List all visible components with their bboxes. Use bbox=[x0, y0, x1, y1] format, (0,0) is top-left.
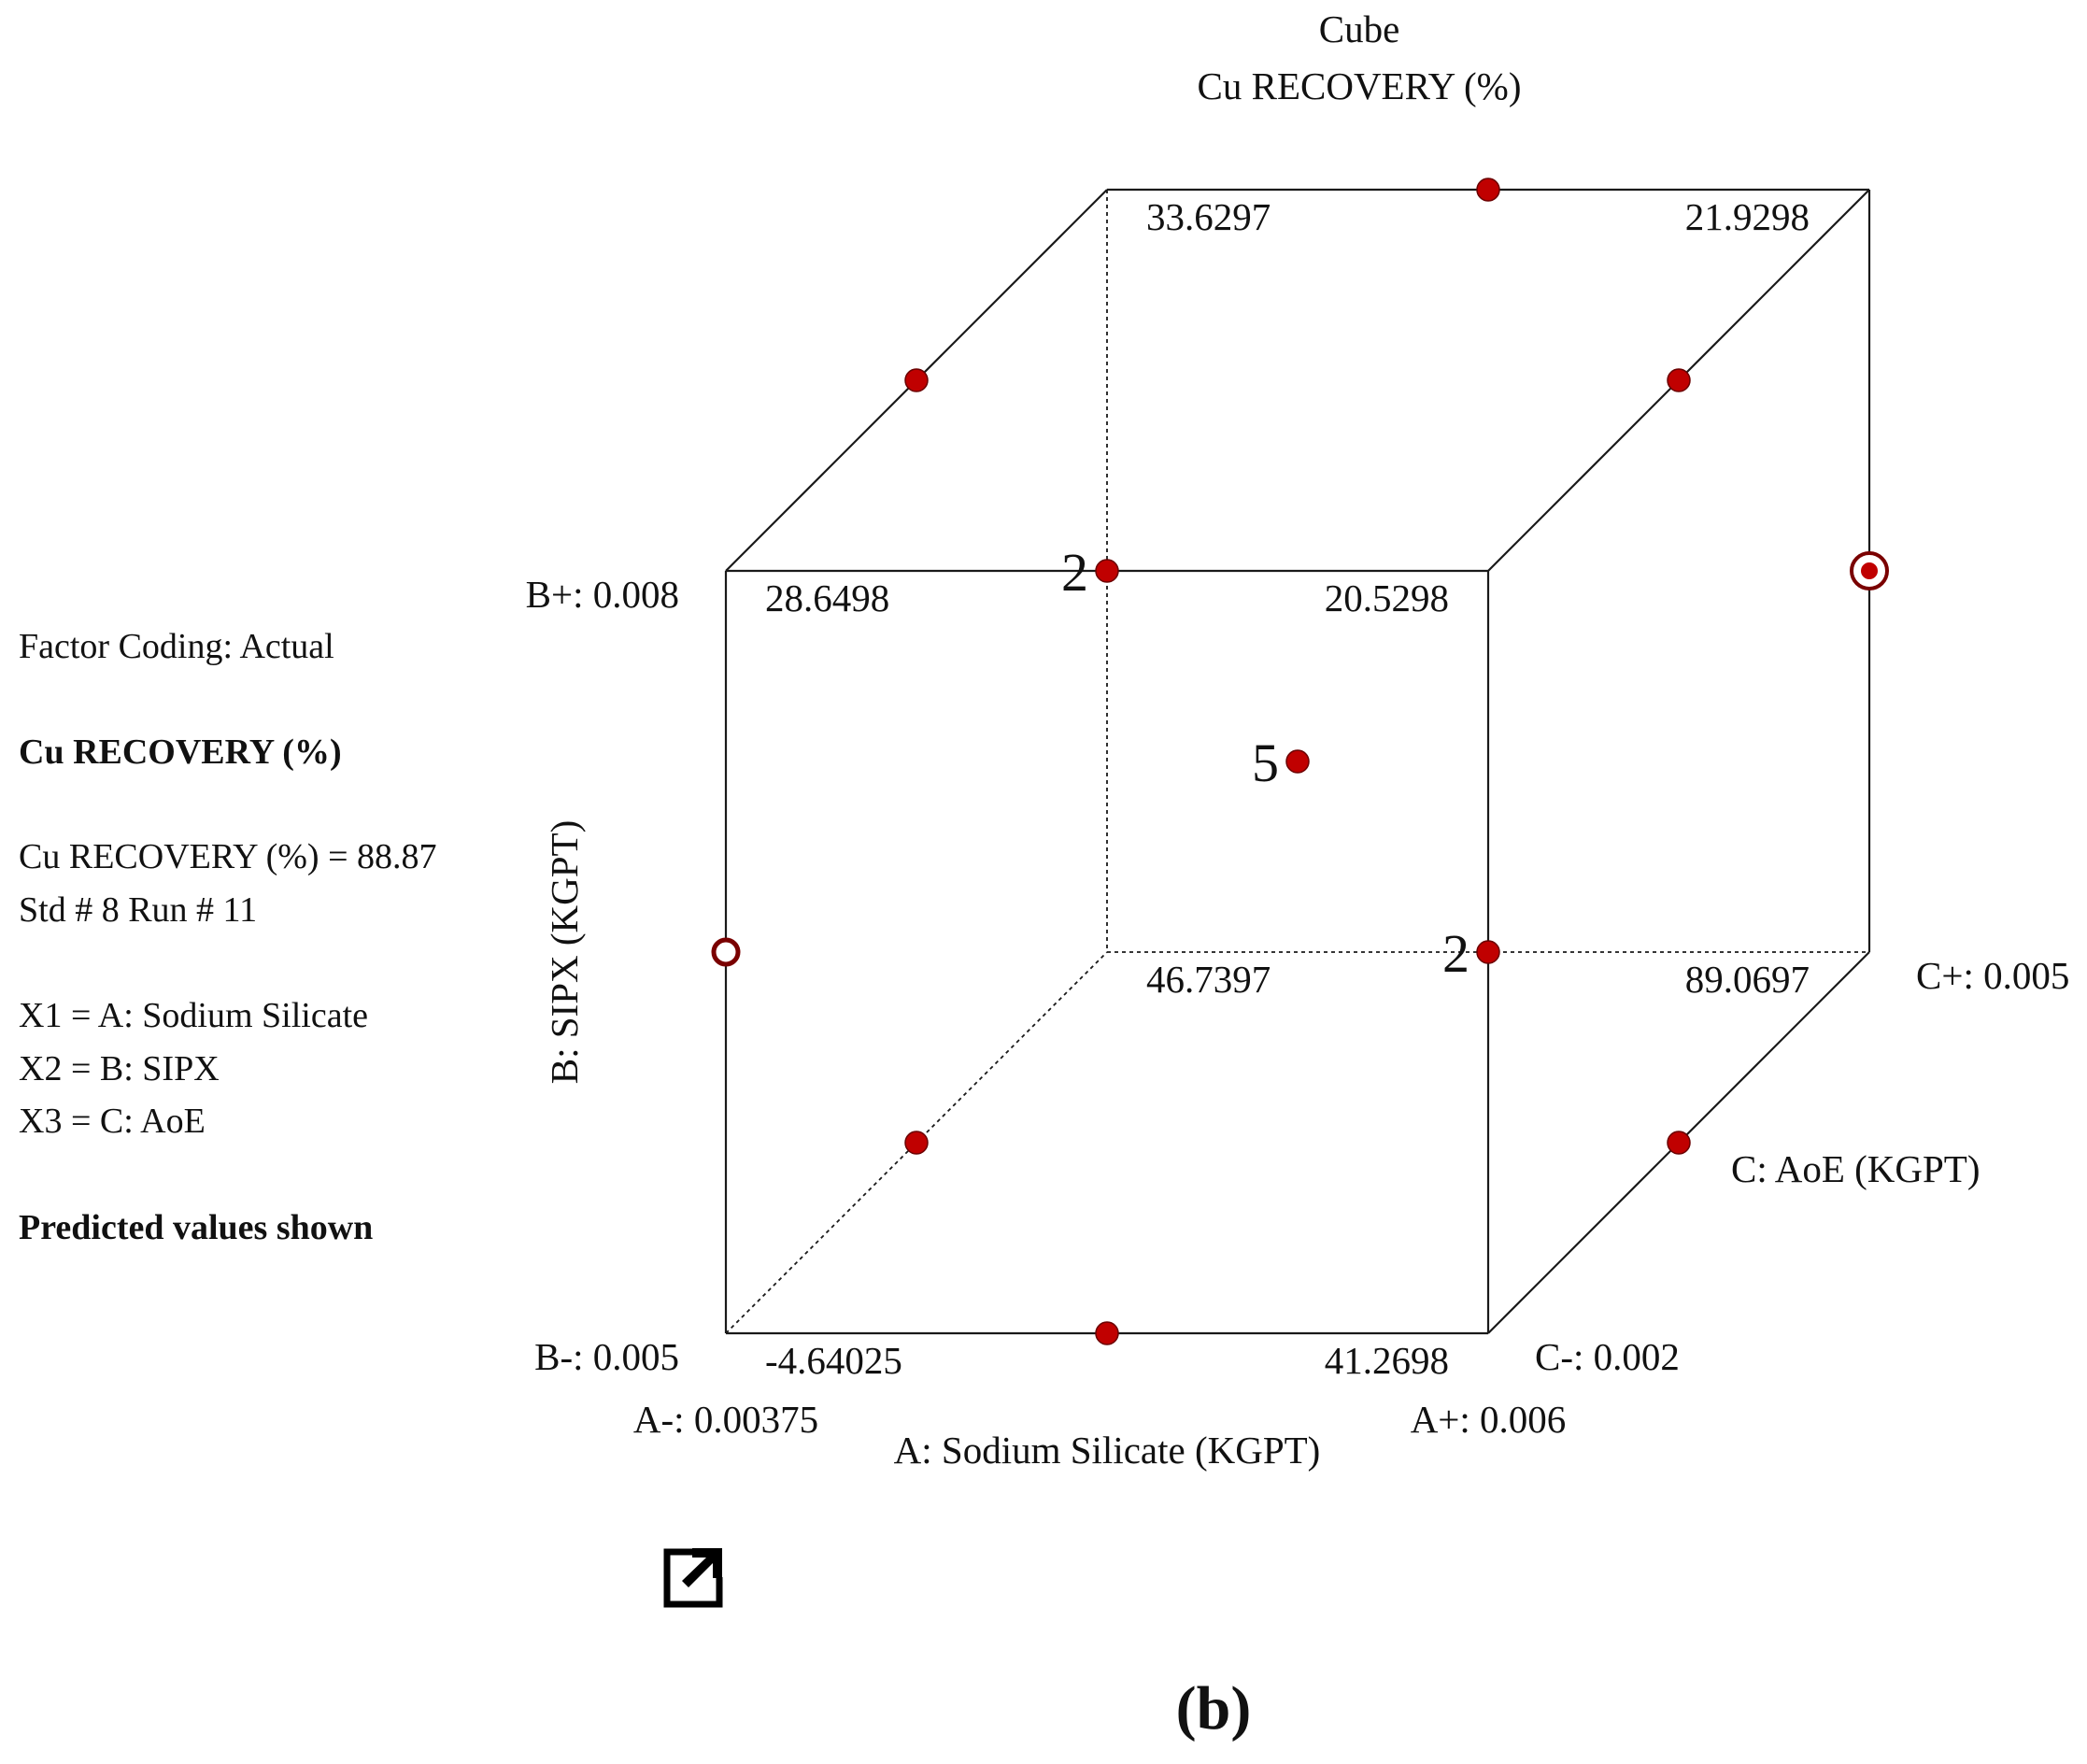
predicted-values-label: Predicted values shown bbox=[19, 1208, 373, 1247]
design-point-A0-B1-C1 bbox=[1476, 178, 1500, 202]
figure-caption: (b) bbox=[1176, 1674, 1252, 1743]
a-high-label: A+: 0.006 bbox=[1411, 1398, 1567, 1441]
a-low-label: A-: 0.00375 bbox=[633, 1398, 818, 1441]
x3-label: X3 = C: AoE bbox=[19, 1102, 206, 1141]
c-low-label: C-: 0.002 bbox=[1535, 1335, 1680, 1378]
b-high-label: B+: 0.008 bbox=[526, 573, 679, 616]
info-panel: Factor Coding: Actual Cu RECOVERY (%) Cu… bbox=[19, 627, 437, 1247]
design-point-A0-B-1-C-1 bbox=[1095, 1321, 1119, 1345]
corner-value-a-high-b-low-c-high: 89.0697 bbox=[1685, 958, 1810, 1001]
c-axis-title: C: AoE (KGPT) bbox=[1731, 1147, 1981, 1190]
a-axis-title: A: Sodium Silicate (KGPT) bbox=[894, 1429, 1321, 1472]
corner-value-a-high-b-high-c-low: 20.5298 bbox=[1325, 576, 1449, 619]
x1-label: X1 = A: Sodium Silicate bbox=[19, 996, 368, 1035]
design-point-A0-B0-C0 bbox=[1285, 749, 1310, 774]
std-run-label: Std # 8 Run # 11 bbox=[19, 890, 257, 930]
design-point-A1-B-1-C0 bbox=[1667, 1131, 1691, 1155]
chart-subtitle: Cu RECOVERY (%) bbox=[1198, 64, 1522, 107]
b-low-label: B-: 0.005 bbox=[534, 1335, 679, 1378]
c-high-label: C+: 0.005 bbox=[1916, 954, 2069, 997]
x2-label: X2 = B: SIPX bbox=[19, 1049, 220, 1088]
design-point-selected-A1-B0-C1 bbox=[1859, 561, 1880, 581]
b-axis-title: B: SIPX (KGPT) bbox=[543, 820, 586, 1084]
corner-values: 33.6297 21.9298 28.6498 20.5298 46.7397 … bbox=[765, 195, 1810, 1382]
design-point-A0-B-1-C1 bbox=[1476, 940, 1500, 964]
factor-coding-label: Factor Coding: Actual bbox=[19, 627, 334, 666]
external-link-icon[interactable] bbox=[663, 1544, 726, 1608]
design-point-A1-B1-C0 bbox=[1667, 368, 1691, 392]
replicate-count-A0-B1-C-1: 2 bbox=[1061, 542, 1088, 603]
design-point-A-1-B1-C0 bbox=[904, 368, 929, 392]
design-point-A-1-B-1-C0 bbox=[904, 1131, 929, 1155]
response-name-label: Cu RECOVERY (%) bbox=[19, 733, 342, 772]
factor-level-labels: B+: 0.008 B-: 0.005 A-: 0.00375 A+: 0.00… bbox=[526, 573, 2070, 1441]
corner-value-a-low-b-low-c-high: 46.7397 bbox=[1146, 958, 1271, 1001]
corner-value-a-low-b-high-c-high: 33.6297 bbox=[1146, 195, 1271, 238]
replicate-count-A0-B0-C0: 5 bbox=[1252, 733, 1279, 793]
response-value-label: Cu RECOVERY (%) = 88.87 bbox=[19, 837, 437, 876]
corner-value-a-high-b-low-c-low: 41.2698 bbox=[1325, 1339, 1449, 1382]
chart-title: Cube bbox=[1319, 7, 1400, 50]
design-point-A0-B1-C-1 bbox=[1095, 559, 1119, 583]
design-point-hollow-A-1-B0-C-1 bbox=[711, 937, 741, 967]
corner-value-a-high-b-high-c-high: 21.9298 bbox=[1685, 195, 1810, 238]
design-points: 2 2 5 bbox=[711, 178, 1889, 1345]
corner-value-a-low-b-low-c-low: -4.64025 bbox=[765, 1339, 902, 1382]
replicate-count-A0-B-1-C1: 2 bbox=[1442, 923, 1469, 984]
corner-value-a-low-b-high-c-low: 28.6498 bbox=[765, 576, 889, 619]
